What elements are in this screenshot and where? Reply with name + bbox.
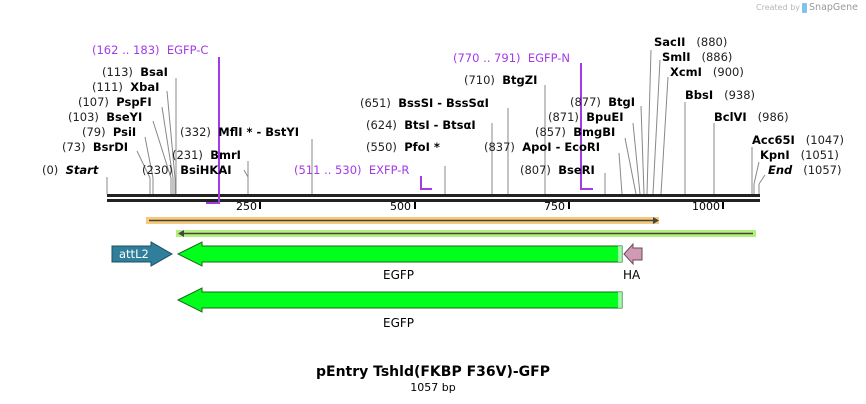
feature-attl2-label: attL2 <box>119 247 149 261</box>
ruler-label-1000: 1000 <box>692 200 720 213</box>
site-bmri[interactable]: (231) BmrI <box>172 148 241 162</box>
site-bmgbi[interactable]: (857) BmgBI <box>535 125 616 139</box>
ruler-ticks <box>259 202 724 209</box>
site-xbai[interactable]: (111) XbaI <box>92 80 160 94</box>
feature-egfp-label: EGFP <box>383 268 415 282</box>
backbone-bottom-strand <box>107 199 760 202</box>
ruler-label-250: 250 <box>236 200 257 213</box>
site-mfli-bstyi[interactable]: (332) MflI * - BstYI <box>180 125 300 139</box>
site-bsai[interactable]: (113) BsaI <box>102 65 168 79</box>
primer-name: EGFP-N <box>527 51 571 65</box>
primer-range: (511 .. 530) <box>294 163 362 177</box>
site-xcmi[interactable]: XcmI (900) <box>670 65 744 79</box>
primer-range: (770 .. 791) <box>453 51 521 65</box>
primer-name: EGFP-C <box>166 43 209 57</box>
site-apoi-ecori[interactable]: (837) ApoI - EcoRI <box>484 140 601 154</box>
backbone-top-strand <box>107 194 760 197</box>
feature-ha-label: HA <box>623 268 641 282</box>
site-bclvi[interactable]: BclVI (986) <box>714 110 789 124</box>
site-start[interactable]: (0) Start <box>42 163 99 177</box>
site-kpni[interactable]: KpnI (1051) <box>760 148 839 162</box>
orf-reverse <box>176 230 756 237</box>
feature-attl2-arrow[interactable] <box>111 241 174 267</box>
site-bpuei[interactable]: (871) BpuEI <box>548 110 624 124</box>
primer-markers <box>206 57 593 204</box>
site-bseyi[interactable]: (103) BseYI <box>68 110 143 124</box>
primer-exfp-r[interactable]: (511 .. 530) EXFP-R <box>294 163 409 177</box>
feature-egfp-arrow-2[interactable] <box>176 287 623 313</box>
map-title: pEntry Tshld(FKBP F36V)-GFP <box>316 364 550 380</box>
primer-name: EXFP-R <box>368 163 410 177</box>
feature-egfp-arrow[interactable] <box>176 241 623 267</box>
snapgene-credit: Created by SnapGene <box>756 2 858 13</box>
site-bsihkai[interactable]: (230) BsiHKAI <box>142 163 232 177</box>
feature-ha-arrow[interactable] <box>623 242 643 266</box>
ruler-label-750: 750 <box>544 200 565 213</box>
site-bsssi[interactable]: (651) BssSI - BssSαI <box>360 96 489 110</box>
primer-range: (162 .. 183) <box>92 43 160 57</box>
site-bbsi[interactable]: BbsI (938) <box>685 88 756 102</box>
site-btsi[interactable]: (624) BtsI - BtsαI <box>366 118 476 132</box>
site-smli[interactable]: SmlI (886) <box>662 50 733 64</box>
site-psii[interactable]: (79) PsiI <box>82 125 137 139</box>
site-bseri[interactable]: (807) BseRI <box>520 163 595 177</box>
orf-forward <box>146 217 659 224</box>
site-sacii[interactable]: SacII (880) <box>654 35 728 49</box>
site-pspfi[interactable]: (107) PspFI <box>78 95 152 109</box>
site-btgi[interactable]: (877) BtgI <box>570 95 636 109</box>
credit-prefix: Created by <box>756 3 801 12</box>
primer-egfp-n[interactable]: (770 .. 791) EGFP-N <box>453 51 570 65</box>
credit-brand: SnapGene <box>809 2 858 13</box>
site-end[interactable]: End (1057) <box>768 163 842 177</box>
site-bsrdi[interactable]: (73) BsrDI <box>62 140 129 154</box>
primer-egfp-c[interactable]: (162 .. 183) EGFP-C <box>92 43 208 57</box>
site-btgzi[interactable]: (710) BtgZI <box>464 73 538 87</box>
ruler-label-500: 500 <box>390 200 411 213</box>
feature-egfp-label-2: EGFP <box>383 316 415 330</box>
map-length: 1057 bp <box>410 381 456 394</box>
site-leader-lines <box>106 49 766 195</box>
site-pfoi[interactable]: (550) PfoI * <box>366 140 440 154</box>
snapgene-logo-icon <box>802 2 808 13</box>
site-acc65i[interactable]: Acc65I (1047) <box>752 133 845 147</box>
